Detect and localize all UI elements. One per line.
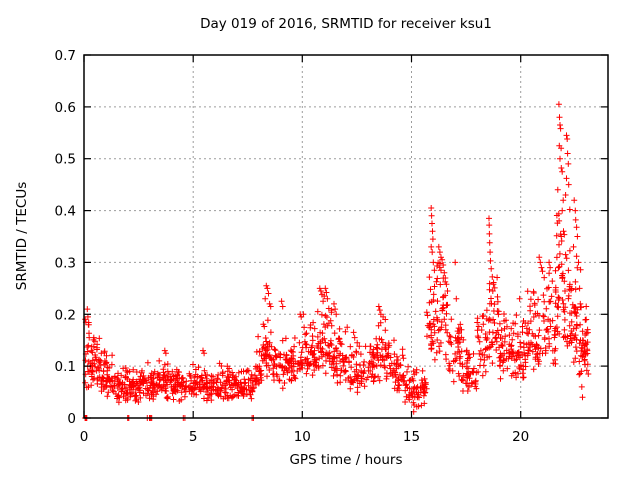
svg-text:20: 20	[512, 429, 529, 445]
svg-text:5: 5	[189, 429, 198, 445]
plot-border	[83, 54, 609, 419]
scatter-points	[82, 101, 592, 421]
svg-text:0.2: 0.2	[55, 307, 76, 323]
svg-text:0.6: 0.6	[55, 100, 76, 116]
svg-text:0.5: 0.5	[55, 152, 76, 168]
svg-text:0.7: 0.7	[55, 48, 76, 64]
svg-text:0.4: 0.4	[55, 204, 76, 220]
svg-text:0.1: 0.1	[55, 359, 76, 375]
svg-text:10: 10	[294, 429, 311, 445]
y-tick-labels: 0 0.1 0.2 0.3 0.4 0.5 0.6 0.7	[55, 48, 76, 427]
x-axis-label: GPS time / hours	[289, 452, 403, 468]
svg-text:0: 0	[80, 429, 89, 445]
axis-ticks	[83, 54, 608, 419]
svg-text:15: 15	[403, 429, 420, 445]
svg-text:0: 0	[67, 411, 76, 427]
grid-lines	[84, 55, 608, 418]
chart-title: Day 019 of 2016, SRMTID for receiver ksu…	[200, 16, 492, 32]
svg-text:0.3: 0.3	[55, 255, 76, 271]
x-tick-labels: 0 5 10 15 20	[80, 429, 530, 445]
